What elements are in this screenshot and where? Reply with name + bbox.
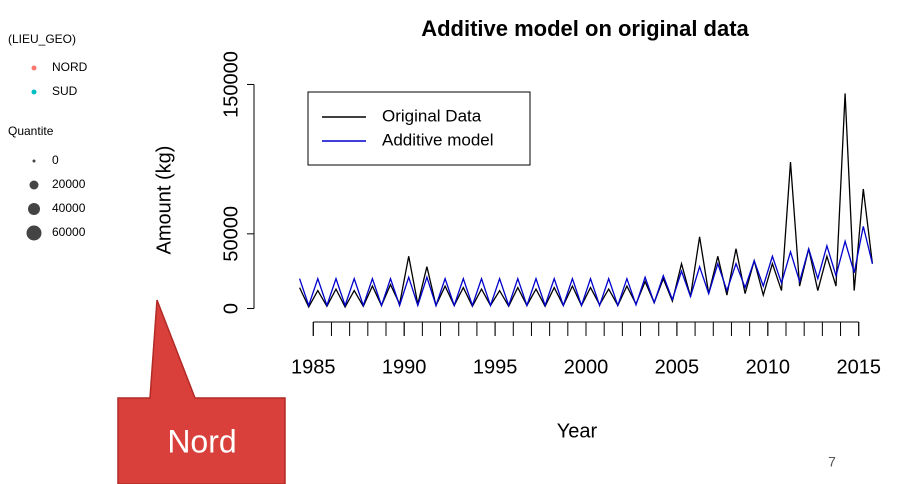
- side-legend-dot: [31, 89, 37, 95]
- x-tick-label: 1985: [291, 356, 336, 378]
- side-legend-size-label: 60000: [52, 225, 86, 239]
- callout-box: [117, 299, 286, 484]
- x-axis-label: Year: [557, 420, 598, 442]
- callout-text: Nord: [167, 423, 236, 459]
- x-tick-label: 2005: [655, 356, 700, 378]
- page-number: 7: [828, 454, 836, 470]
- side-legend-size: [29, 180, 39, 190]
- side-legend-size-label: 20000: [52, 177, 86, 191]
- side-legend-size-label: 40000: [52, 201, 86, 215]
- side-legend-label: SUD: [52, 84, 78, 98]
- x-tick-label: 2015: [836, 356, 881, 378]
- legend-label: Additive model: [382, 130, 494, 149]
- data-line: [299, 93, 874, 309]
- y-tick-label: 0: [220, 303, 242, 314]
- x-tick-label: 1990: [382, 356, 427, 378]
- chart-title: Additive model on original data: [421, 16, 749, 41]
- legend-label: Original Data: [382, 106, 482, 125]
- x-tick-label: 1995: [473, 356, 518, 378]
- legend-box: [307, 91, 531, 166]
- side-legend-title: (LIEU_GEO): [8, 32, 76, 46]
- side-legend-size-title: Quantite: [8, 124, 54, 138]
- data-line: [298, 226, 874, 308]
- y-tick-label: 50000: [220, 206, 242, 262]
- side-legend-size-label: 0: [52, 153, 59, 167]
- side-legend-size: [32, 159, 36, 163]
- side-legend-label: NORD: [52, 60, 88, 74]
- y-axis-label: Amount (kg): [153, 146, 175, 255]
- side-legend-dot: [31, 65, 37, 71]
- side-legend-size: [28, 203, 40, 215]
- side-legend-size: [26, 225, 42, 241]
- x-tick-label: 2000: [564, 356, 609, 378]
- y-tick-label: 150000: [220, 51, 242, 118]
- x-tick-label: 2010: [746, 356, 791, 378]
